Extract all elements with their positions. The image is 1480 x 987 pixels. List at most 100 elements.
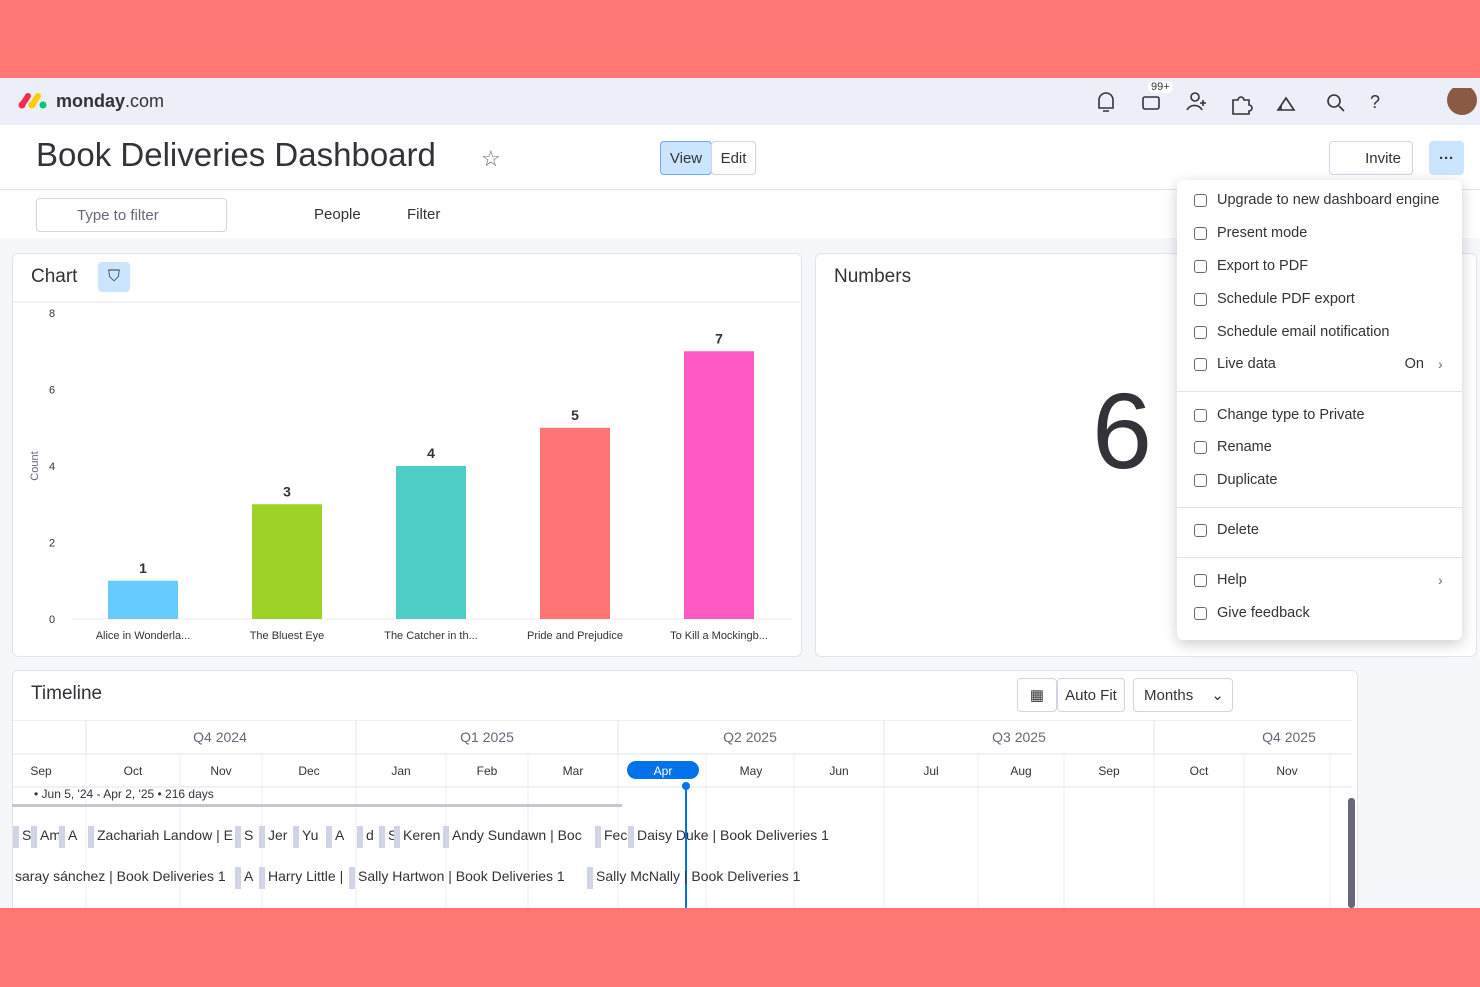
invite-icon[interactable]: [1190, 92, 1200, 102]
menu-label: Duplicate: [1217, 472, 1278, 488]
month-label: Sep: [1098, 764, 1120, 778]
filter-input[interactable]: Type to filter: [36, 198, 227, 232]
zoom-select[interactable]: Months ⌄: [1133, 678, 1233, 712]
inbox-badge: 99+: [1148, 81, 1173, 93]
item-edge: [259, 867, 265, 889]
filter-button[interactable]: Filter: [407, 206, 441, 223]
timeline-item: Andy Sundawn | Boc: [452, 827, 582, 843]
quarter-label: Q3 2025: [992, 729, 1046, 745]
data-label: 7: [715, 330, 723, 346]
zoom-label: Months: [1144, 686, 1194, 704]
more-menu: [1177, 180, 1462, 640]
avatar[interactable]: [1447, 88, 1477, 115]
calendar-button[interactable]: ▦: [1017, 678, 1057, 712]
y-axis-label: Count: [29, 451, 41, 480]
menu-label: Give feedback: [1217, 605, 1310, 621]
month-label: Jun: [829, 764, 848, 778]
quarter-label: Q4 2024: [193, 729, 247, 745]
menu-label: Live data: [1217, 356, 1276, 372]
menu-item[interactable]: Upgrade to new dashboard engine: [1194, 192, 1446, 208]
menu-item[interactable]: Change type to Private: [1194, 407, 1446, 423]
timeline-item: A: [335, 827, 345, 843]
menu-item[interactable]: Live data On: [1194, 356, 1446, 372]
menu-state: On: [1404, 356, 1424, 372]
menu-label: Export to PDF: [1217, 258, 1309, 274]
item-edge: [259, 826, 265, 848]
menu-label: Schedule email notification: [1217, 324, 1390, 340]
favorite-star[interactable]: ☆: [481, 146, 501, 171]
view-button[interactable]: View: [660, 141, 712, 175]
menu-icon: [1194, 226, 1207, 240]
search-icon[interactable]: [1327, 94, 1341, 108]
marketplace-icon[interactable]: [1276, 96, 1296, 111]
app: monday.com ? 99+ Book Deliveries Dashboa…: [0, 78, 1480, 908]
menu-separator: [1177, 557, 1462, 558]
timeline-item: Fec: [604, 827, 627, 843]
menu-item[interactable]: Give feedback: [1194, 605, 1446, 621]
item-edge: [13, 826, 19, 848]
menu-item[interactable]: Schedule email notification: [1194, 324, 1446, 340]
timeline-item: d: [366, 827, 374, 843]
y-tick-label: 8: [49, 308, 55, 320]
item-edge: [394, 826, 400, 848]
scrollbar: [1348, 798, 1355, 908]
menu-item[interactable]: Delete: [1194, 522, 1446, 538]
menu-item[interactable]: Present mode: [1194, 225, 1446, 241]
more-button[interactable]: ···: [1429, 141, 1464, 175]
menu-label: Upgrade to new dashboard engine: [1217, 192, 1440, 208]
timeline-item: A: [68, 827, 78, 843]
inbox-icon[interactable]: [1142, 96, 1160, 110]
menu-item[interactable]: Duplicate: [1194, 472, 1446, 488]
auto-fit-button[interactable]: Auto Fit: [1057, 678, 1125, 712]
quarter-label: Q1 2025: [460, 729, 514, 745]
invite-button[interactable]: Invite: [1329, 141, 1413, 175]
item-edge: [587, 867, 593, 889]
menu-item[interactable]: Export to PDF: [1194, 258, 1446, 274]
menu-icon: [1194, 440, 1207, 454]
bell-icon[interactable]: [1098, 92, 1114, 112]
menu-separator: [1177, 507, 1462, 508]
data-label: 1: [139, 560, 147, 576]
bar: [684, 351, 754, 619]
menu-icon: [1194, 523, 1207, 537]
menu-label: Rename: [1217, 439, 1272, 455]
bar: [252, 504, 322, 619]
month-label: Sep: [30, 764, 52, 778]
menu-item[interactable]: Schedule PDF export: [1194, 291, 1446, 307]
item-edge: [443, 826, 449, 848]
apps-icon[interactable]: [1232, 96, 1253, 115]
timeline-item: Am: [40, 827, 61, 843]
people-button[interactable]: People: [314, 206, 361, 223]
item-edge: [628, 826, 634, 848]
edit-button[interactable]: Edit: [711, 141, 756, 175]
month-label: Jan: [391, 764, 410, 778]
menu-label: Help: [1217, 572, 1247, 588]
numbers-value: 6: [1092, 370, 1153, 491]
menu-icon: [1194, 573, 1207, 587]
chart-filter-icon[interactable]: ⛉: [98, 262, 130, 292]
month-label: Feb: [477, 764, 498, 778]
quarter-label: Q4 2025: [1262, 729, 1316, 745]
submenu-arrow: ›: [1438, 572, 1443, 588]
menu-item[interactable]: Rename: [1194, 439, 1446, 455]
data-label: 4: [427, 445, 435, 461]
menu-label: Schedule PDF export: [1217, 291, 1355, 307]
timeline-item: Sally Hartwon | Book Deliveries 1: [358, 868, 565, 884]
menu-item[interactable]: Help: [1194, 572, 1446, 588]
item-edge: [31, 826, 37, 848]
item-edge: [235, 867, 241, 889]
item-edge: [357, 826, 363, 848]
brand: monday.com: [56, 91, 164, 112]
help-icon[interactable]: ?: [1370, 92, 1380, 112]
month-label: Nov: [210, 764, 231, 778]
item-edge: [235, 826, 241, 848]
timeline-item: Keren: [403, 827, 440, 843]
item-edge: [59, 826, 65, 848]
item-edge: [379, 826, 385, 848]
logo-icon: [18, 93, 47, 109]
timeline-item: Zachariah Landow | E: [97, 827, 233, 843]
month-label: Oct: [1190, 764, 1209, 778]
menu-separator: [1177, 391, 1462, 392]
bar: [108, 580, 178, 619]
